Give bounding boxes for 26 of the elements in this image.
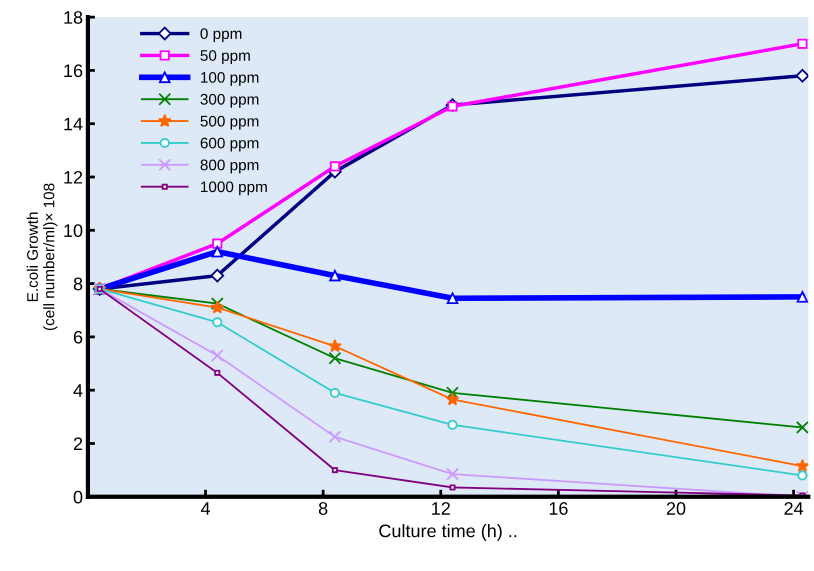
legend-label: 600 ppm: [200, 138, 258, 152]
y-tick-label: 12: [64, 170, 82, 184]
legend-label: 800 ppm: [200, 160, 258, 174]
legend-label: 100 ppm: [201, 72, 258, 86]
x-tick-label: 20: [666, 502, 686, 515]
y-axis-title: E.coli Growth (cell number/ml)× 108: [26, 184, 58, 330]
legend-label: 50 ppm: [200, 50, 250, 64]
y-tick-label: 8: [74, 278, 82, 290]
y-tick-label: 18: [64, 11, 82, 24]
x-tick-label: 24: [784, 502, 804, 515]
x-tick-label: 16: [550, 502, 568, 515]
legend-label: 0 ppm: [200, 28, 242, 42]
legend-label: 500 ppm: [200, 116, 258, 130]
y-tick-label: 16: [64, 64, 82, 78]
y-tick-label: 6: [74, 330, 82, 344]
y-tick-label: 14: [64, 118, 83, 130]
x-tick-label: 8: [318, 502, 328, 515]
legend-label: 1000 ppm: [201, 181, 267, 196]
y-tick-label: 2: [74, 437, 82, 450]
x-tick-label: 12: [432, 502, 450, 515]
y-tick-label: 10: [64, 224, 82, 238]
y-tick-label: 0: [74, 490, 82, 504]
y-tick-label: 4: [73, 384, 83, 397]
legend-label: 300 ppm: [200, 94, 258, 108]
x-axis-title: Culture time (h) ..: [379, 524, 516, 541]
x-tick-label: 4: [200, 502, 210, 515]
